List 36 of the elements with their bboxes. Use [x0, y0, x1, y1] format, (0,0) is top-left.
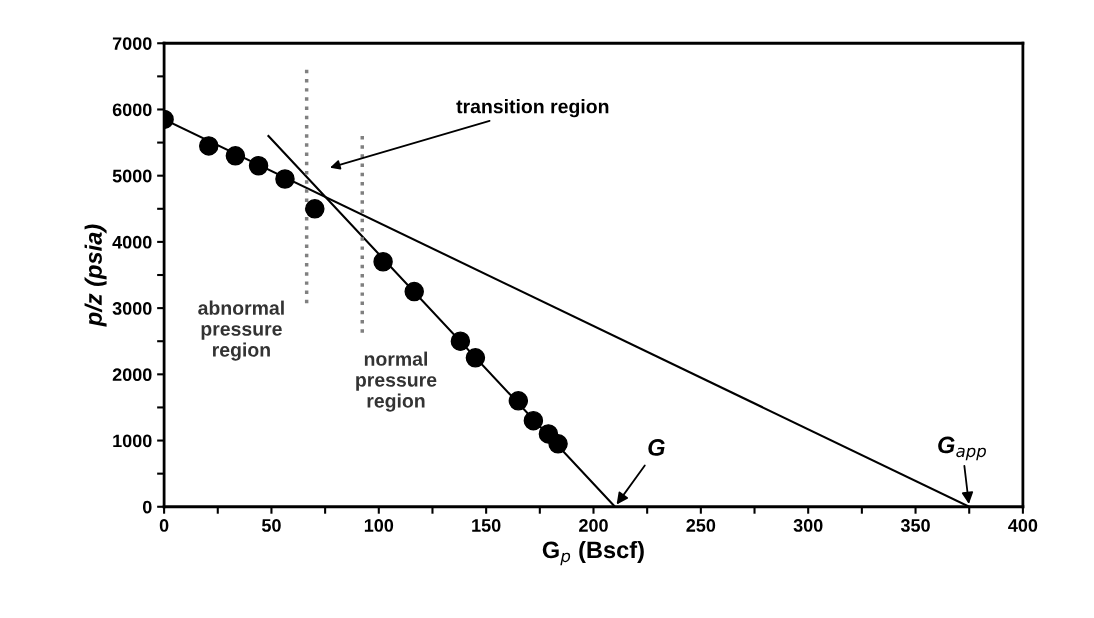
y-axis-title: p/z (psia): [84, 224, 107, 327]
point: [225, 146, 246, 166]
x-tick-label: 300: [793, 519, 823, 532]
annotation: abnormal pressure region: [198, 300, 284, 361]
point: [450, 331, 471, 351]
x-tick-label: 400: [1008, 519, 1038, 532]
y-tick-label: 7000: [112, 37, 152, 50]
y-tick-label: 4000: [112, 235, 152, 249]
x-tick-label: 0: [159, 519, 169, 532]
x-tick-label: 350: [900, 519, 930, 532]
x-tick-label: 100: [364, 519, 394, 532]
annotation: G$_{app}$: [938, 436, 986, 461]
x-tick-label: 250: [686, 519, 716, 532]
y-tick-label: 2000: [112, 368, 152, 382]
x-tick-label: 150: [472, 519, 501, 532]
y-tick-label: 5000: [112, 169, 152, 183]
annotation: transition region: [456, 99, 609, 118]
point: [508, 391, 529, 411]
annotation: G: [648, 439, 665, 456]
x-tick-label: 200: [579, 519, 608, 532]
point: [523, 410, 544, 431]
y-tick-label: 0: [142, 500, 152, 514]
x-tick-label: 50: [261, 519, 281, 532]
point: [404, 281, 424, 302]
y-tick-label: 1000: [113, 434, 152, 448]
point: [275, 169, 295, 189]
annotation: normal pressure region: [356, 351, 437, 412]
y-tick-label: 6000: [112, 103, 152, 117]
point: [305, 199, 325, 219]
y-tick-label: 3000: [112, 302, 152, 315]
point: [248, 156, 269, 176]
x-axis-title: G$_{p}$ (Bscf): [542, 540, 644, 566]
point: [199, 136, 219, 156]
point: [548, 434, 568, 454]
point: [465, 348, 486, 368]
point: [373, 252, 393, 272]
